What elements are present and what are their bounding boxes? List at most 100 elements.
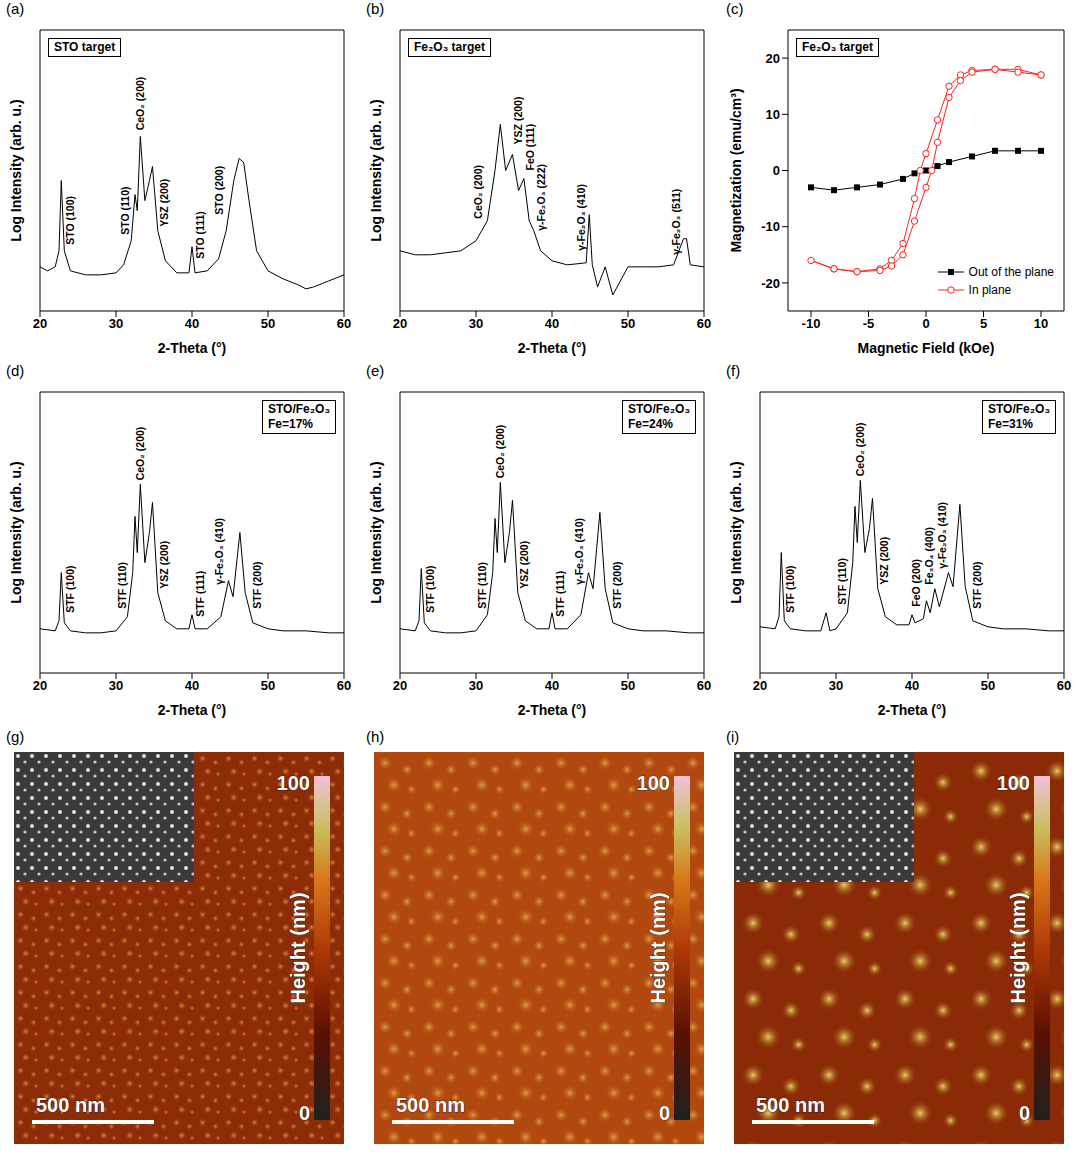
svg-text:500 nm: 500 nm <box>396 1094 465 1116</box>
svg-text:STF (111): STF (111) <box>554 571 566 617</box>
html-text:(c): (c) <box>726 0 744 17</box>
html-text:(e): (e) <box>366 362 385 379</box>
svg-text:CeO₂ (200): CeO₂ (200) <box>134 427 146 481</box>
svg-text:100: 100 <box>277 772 310 794</box>
svg-text:FeO (111): FeO (111) <box>524 124 536 171</box>
svg-text:20: 20 <box>393 316 407 331</box>
svg-text:γ-Fe₂O₃ (511): γ-Fe₂O₃ (511) <box>670 189 682 255</box>
svg-text:Fe₃O₄ (400): Fe₃O₄ (400) <box>923 527 935 585</box>
svg-text:10: 10 <box>1034 316 1048 331</box>
svg-text:30: 30 <box>829 678 843 693</box>
svg-text:Height (nm): Height (nm) <box>647 892 669 1003</box>
html-text:(a): (a) <box>6 0 25 17</box>
svg-text:60: 60 <box>337 316 351 331</box>
svg-text:20: 20 <box>766 51 780 66</box>
svg-text:50: 50 <box>261 678 275 693</box>
svg-text:CeO₂ (200): CeO₂ (200) <box>472 165 484 219</box>
svg-text:YSZ (200): YSZ (200) <box>512 97 524 145</box>
svg-text:30: 30 <box>109 316 123 331</box>
svg-text:500 nm: 500 nm <box>756 1094 825 1116</box>
svg-text:60: 60 <box>337 678 351 693</box>
svg-text:STO (111): STO (111) <box>194 211 206 259</box>
svg-text:γ-Fe₂O₃ (410): γ-Fe₂O₃ (410) <box>575 184 587 251</box>
svg-text:γ-Fe₂O₃ (410): γ-Fe₂O₃ (410) <box>213 518 225 585</box>
svg-text:50: 50 <box>981 678 995 693</box>
svg-text:STF (110): STF (110) <box>476 562 488 609</box>
svg-text:Height (nm): Height (nm) <box>1007 892 1029 1003</box>
svg-text:40: 40 <box>185 678 199 693</box>
svg-text:30: 30 <box>469 678 483 693</box>
svg-text:20: 20 <box>33 678 47 693</box>
svg-text:30: 30 <box>109 678 123 693</box>
svg-text:2-Theta (°): 2-Theta (°) <box>158 340 227 356</box>
html-text:(d): (d) <box>6 362 25 379</box>
svg-text:STO (200): STO (200) <box>213 166 225 215</box>
svg-text:2-Theta (°): 2-Theta (°) <box>158 702 227 718</box>
svg-text:γ-Fe₂O₃ (222): γ-Fe₂O₃ (222) <box>535 164 547 231</box>
svg-text:-5: -5 <box>863 316 875 331</box>
svg-text:40: 40 <box>185 316 199 331</box>
svg-text:CeO₂ (200): CeO₂ (200) <box>854 423 866 477</box>
svg-text:40: 40 <box>545 678 559 693</box>
svg-text:100: 100 <box>637 772 670 794</box>
svg-text:10: 10 <box>766 107 780 122</box>
svg-text:500 nm: 500 nm <box>36 1094 105 1116</box>
svg-text:STF (100): STF (100) <box>424 566 436 613</box>
svg-text:20: 20 <box>33 316 47 331</box>
svg-text:CeO₂ (200): CeO₂ (200) <box>494 425 506 479</box>
svg-text:Height (nm): Height (nm) <box>287 892 309 1003</box>
svg-text:50: 50 <box>261 316 275 331</box>
svg-text:2-Theta (°): 2-Theta (°) <box>878 702 947 718</box>
svg-text:STF (100): STF (100) <box>64 566 76 613</box>
svg-text:YSZ (200): YSZ (200) <box>518 541 530 589</box>
svg-text:100: 100 <box>997 772 1030 794</box>
svg-text:γ-Fe₂O₃ (410): γ-Fe₂O₃ (410) <box>573 518 585 585</box>
svg-text:-20: -20 <box>761 276 780 291</box>
svg-text:Log Intensity (arb. u.): Log Intensity (arb. u.) <box>728 461 744 603</box>
svg-text:0: 0 <box>659 1102 670 1124</box>
svg-text:STF (200): STF (200) <box>611 562 623 609</box>
svg-text:Log Intensity (arb. u.): Log Intensity (arb. u.) <box>8 461 24 603</box>
svg-text:Magnetization (emu/cm³): Magnetization (emu/cm³) <box>728 88 744 252</box>
svg-text:5: 5 <box>980 316 987 331</box>
svg-text:20: 20 <box>393 678 407 693</box>
svg-text:0: 0 <box>299 1102 310 1124</box>
svg-text:STF (200): STF (200) <box>971 562 983 609</box>
svg-text:0: 0 <box>773 163 780 178</box>
svg-text:YSZ (200): YSZ (200) <box>878 537 890 585</box>
svg-text:STO (100): STO (100) <box>64 196 76 245</box>
svg-text:60: 60 <box>697 316 711 331</box>
svg-text:STF (110): STF (110) <box>836 558 848 605</box>
svg-text:20: 20 <box>753 678 767 693</box>
svg-text:2-Theta (°): 2-Theta (°) <box>518 340 587 356</box>
svg-text:STF (110): STF (110) <box>116 562 128 609</box>
svg-text:STF (100): STF (100) <box>784 566 796 613</box>
svg-text:50: 50 <box>621 316 635 331</box>
svg-text:YSZ (200): YSZ (200) <box>158 179 170 227</box>
svg-text:STF (111): STF (111) <box>194 571 206 617</box>
svg-text:50: 50 <box>621 678 635 693</box>
svg-text:40: 40 <box>545 316 559 331</box>
svg-text:FeO (200): FeO (200) <box>910 559 922 607</box>
svg-text:Log Intensity (arb. u.): Log Intensity (arb. u.) <box>368 99 384 241</box>
svg-text:γ-Fe₂O₃ (410): γ-Fe₂O₃ (410) <box>936 502 948 569</box>
svg-text:30: 30 <box>469 316 483 331</box>
svg-text:YSZ (200): YSZ (200) <box>158 541 170 589</box>
svg-text:Magnetic Field (kOe): Magnetic Field (kOe) <box>858 340 995 356</box>
svg-text:STF (200): STF (200) <box>251 562 263 609</box>
svg-text:Log Intensity (arb. u.): Log Intensity (arb. u.) <box>368 461 384 603</box>
svg-text:STO (110): STO (110) <box>119 186 131 234</box>
svg-text:40: 40 <box>905 678 919 693</box>
svg-text:2-Theta (°): 2-Theta (°) <box>518 702 587 718</box>
svg-text:60: 60 <box>1057 678 1071 693</box>
html-text:(b): (b) <box>366 0 385 17</box>
svg-text:0: 0 <box>1019 1102 1030 1124</box>
svg-text:-10: -10 <box>761 219 780 234</box>
svg-text:-10: -10 <box>802 316 821 331</box>
html-text:(g): (g) <box>6 728 25 745</box>
svg-text:60: 60 <box>697 678 711 693</box>
svg-text:Log Intensity (arb. u.): Log Intensity (arb. u.) <box>8 99 24 241</box>
html-text:(h): (h) <box>366 728 385 745</box>
svg-text:CeO₂ (200): CeO₂ (200) <box>134 77 146 131</box>
svg-text:0: 0 <box>922 316 929 331</box>
